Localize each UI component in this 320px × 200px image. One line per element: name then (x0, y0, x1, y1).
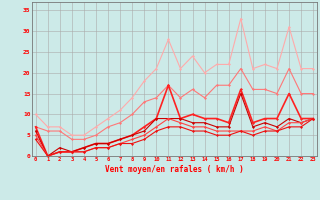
X-axis label: Vent moyen/en rafales ( km/h ): Vent moyen/en rafales ( km/h ) (105, 165, 244, 174)
